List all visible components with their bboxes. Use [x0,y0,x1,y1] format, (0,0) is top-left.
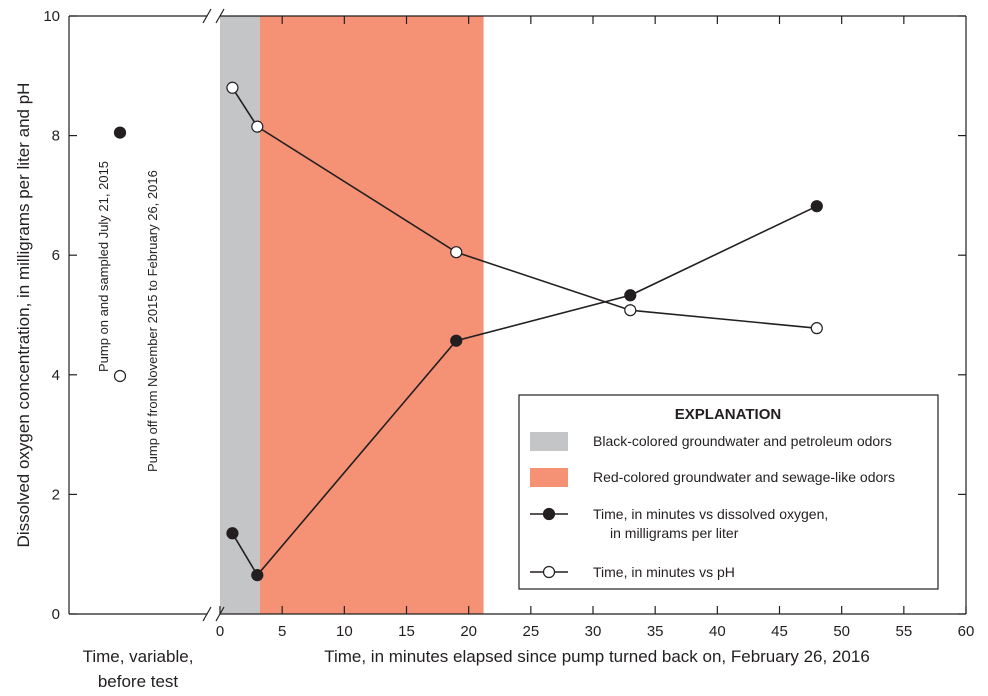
y-tick-label-10: 10 [43,8,60,25]
series-1-point-0 [226,81,239,94]
y-tick-label-6: 6 [52,247,60,264]
annotation-pump-on: Pump on and sampled July 21, 2015 [96,161,111,372]
series-0-point-2 [450,334,463,347]
y-tick-label-0: 0 [52,606,60,623]
pre-test-panel [68,15,207,615]
x-tick-label-45: 45 [771,623,788,640]
legend: EXPLANATION Black-colored groundwater an… [518,394,939,590]
series-0-point-0 [226,527,239,540]
legend-label-red-groundwater: Red-colored groundwater and sewage-like … [593,469,895,485]
legend-label-dissolved-oxygen-line1: Time, in minutes vs dissolved oxygen, [593,506,828,522]
x-tick-label-40: 40 [709,623,726,640]
x-tick-label-5: 5 [278,623,286,640]
x-ticks: 0 5 10 15 20 25 30 35 40 45 50 55 60 [216,16,975,640]
series-0-point-3 [624,289,637,302]
series-0-point-1 [251,569,264,582]
x-tick-label-35: 35 [647,623,664,640]
legend-title: EXPLANATION [675,406,781,423]
x-tick-label-55: 55 [895,623,912,640]
shaded-region-1 [259,16,484,614]
pre-test-point-series-0 [113,126,127,139]
x-tick-label-25: 25 [522,623,539,640]
break-mark-top-left [202,8,212,24]
pre-test-point-series-1 [113,369,127,383]
x-tick-label-60: 60 [958,623,975,640]
data-series [226,81,823,582]
legend-label-black-groundwater: Black-colored groundwater and petroleum … [593,433,892,449]
y-tick-label-2: 2 [52,486,60,503]
legend-swatch-black-groundwater [530,432,568,451]
series-1-point-4 [810,322,823,335]
x-tick-label-20: 20 [460,623,477,640]
series-1-point-1 [251,120,264,133]
break-mark-bottom-left [202,606,212,622]
x-tick-label-50: 50 [833,623,850,640]
pre-test-points [113,126,127,383]
series-1-point-2 [450,246,463,259]
y-axis-label: Dissolved oxygen concentration, in milli… [14,83,33,548]
x-tick-label-15: 15 [398,623,415,640]
legend-swatch-red-groundwater [530,468,568,487]
annotation-pump-off: Pump off from November 2015 to February … [145,170,160,472]
shaded-regions [220,16,484,614]
y-ticks: 0 2 4 6 8 10 [43,8,966,623]
x-tick-label-0: 0 [216,623,224,640]
shaded-region-0 [220,16,260,614]
x-axis-label: Time, in minutes elapsed since pump turn… [324,647,870,666]
y-tick-label-8: 8 [52,128,60,145]
x-axis-label-pre-test-line2: before test [98,672,179,691]
break-mark-top-right [215,8,225,24]
y-tick-label-4: 4 [52,367,60,384]
legend-label-dissolved-oxygen-line2: in milligrams per liter [610,525,739,541]
legend-label-ph: Time, in minutes vs pH [593,564,735,580]
legend-marker-ph [542,565,556,579]
x-axis-label-pre-test-line1: Time, variable, [83,647,194,666]
x-tick-label-30: 30 [585,623,602,640]
legend-box [518,394,939,590]
series-1-point-3 [624,304,637,317]
series-0-point-4 [810,200,823,213]
x-tick-label-10: 10 [336,623,353,640]
legend-marker-dissolved-oxygen [542,507,556,521]
